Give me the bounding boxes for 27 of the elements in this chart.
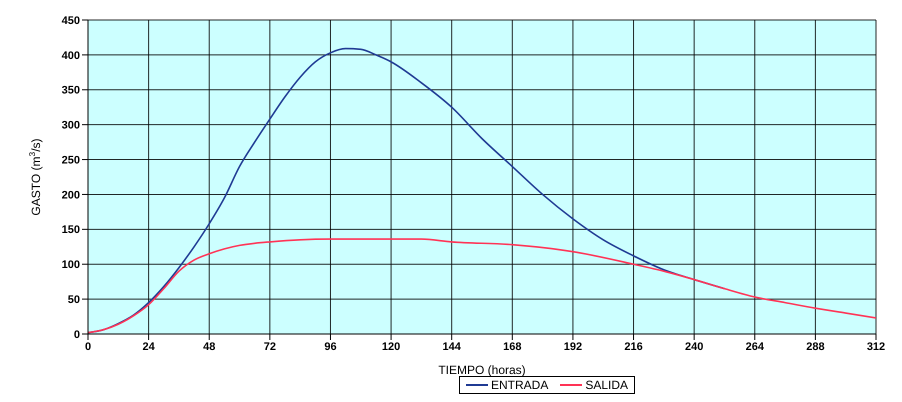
x-tick-label: 96 xyxy=(324,340,337,353)
y-tick-label: 200 xyxy=(62,189,80,202)
y-tick-label: 0 xyxy=(74,328,80,341)
y-tick-label: 50 xyxy=(68,294,80,306)
x-tick-label: 216 xyxy=(624,340,643,353)
x-tick-label: 264 xyxy=(746,340,765,353)
x-tick-label: 48 xyxy=(203,340,216,353)
y-tick-label: 100 xyxy=(62,259,80,272)
x-tick-label: 192 xyxy=(564,340,582,353)
x-tick-label: 288 xyxy=(806,340,825,353)
y-tick-label: 250 xyxy=(62,154,80,166)
x-tick-label: 0 xyxy=(84,340,92,353)
y-tick-label: 350 xyxy=(62,84,80,97)
y-tick-label: 400 xyxy=(62,50,80,62)
x-tick-label: 168 xyxy=(503,340,522,353)
x-tick-label: 120 xyxy=(382,340,400,353)
x-tick-label: 312 xyxy=(866,340,886,353)
x-tick-label: 240 xyxy=(684,340,704,353)
y-tick-label: 450 xyxy=(62,14,80,27)
x-axis-title: TIEMPO (horas) xyxy=(438,363,526,377)
legend-label: SALIDA xyxy=(584,378,628,392)
y-tick-label: 300 xyxy=(62,120,80,132)
legend-label: ENTRADA xyxy=(490,378,548,392)
x-tick-label: 144 xyxy=(442,340,462,353)
x-tick-label: 24 xyxy=(142,340,156,353)
x-tick-label: 72 xyxy=(264,340,276,353)
y-tick-label: 150 xyxy=(62,224,80,236)
